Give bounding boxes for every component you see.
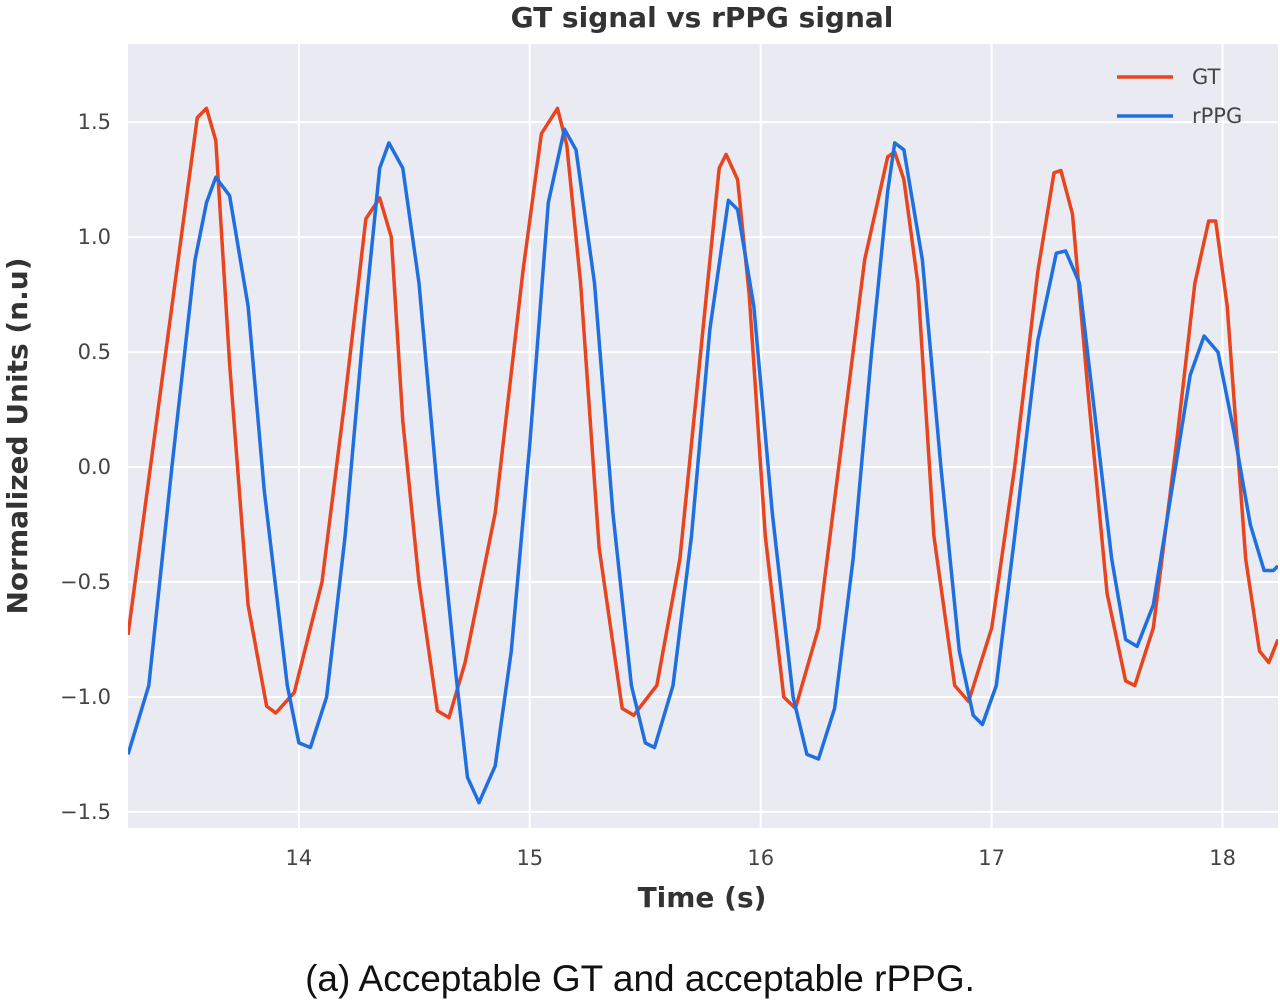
y-tick-label: 0.0 — [78, 455, 111, 479]
y-axis-label: Normalized Units (n.u) — [1, 258, 34, 615]
series-line-rppg — [128, 127, 1278, 805]
y-tick-labels: −1.5 −1.0 −0.5 0.0 0.5 1.0 1.5 — [60, 110, 111, 824]
x-tick-labels: 14 15 16 17 18 — [286, 846, 1236, 870]
x-tick-label: 17 — [978, 846, 1005, 870]
x-tick-label: 15 — [516, 846, 543, 870]
x-tick-label: 14 — [286, 846, 313, 870]
y-tick-label: 0.5 — [78, 340, 111, 364]
figure-caption: (a) Acceptable GT and acceptable rPPG. — [305, 958, 975, 999]
y-tick-label: 1.0 — [78, 225, 111, 249]
chart: GT signal vs rPPG signal 14 15 16 17 18 −1.5… — [1, 1, 1278, 914]
series-line-gt — [128, 106, 1278, 720]
legend: GT rPPG — [1117, 65, 1242, 128]
y-tick-label: −1.0 — [60, 685, 111, 709]
x-tick-label: 16 — [747, 846, 774, 870]
plot-area — [128, 44, 1278, 828]
y-tick-label: −1.5 — [60, 800, 111, 824]
y-tick-label: 1.5 — [78, 110, 111, 134]
x-tick-label: 18 — [1209, 846, 1236, 870]
series-layer — [128, 106, 1278, 805]
legend-label-gt: GT — [1192, 65, 1221, 89]
x-axis-label: Time (s) — [638, 881, 767, 914]
legend-label-rppg: rPPG — [1192, 104, 1242, 128]
y-tick-label: −0.5 — [60, 570, 111, 594]
chart-title: GT signal vs rPPG signal — [511, 1, 894, 34]
